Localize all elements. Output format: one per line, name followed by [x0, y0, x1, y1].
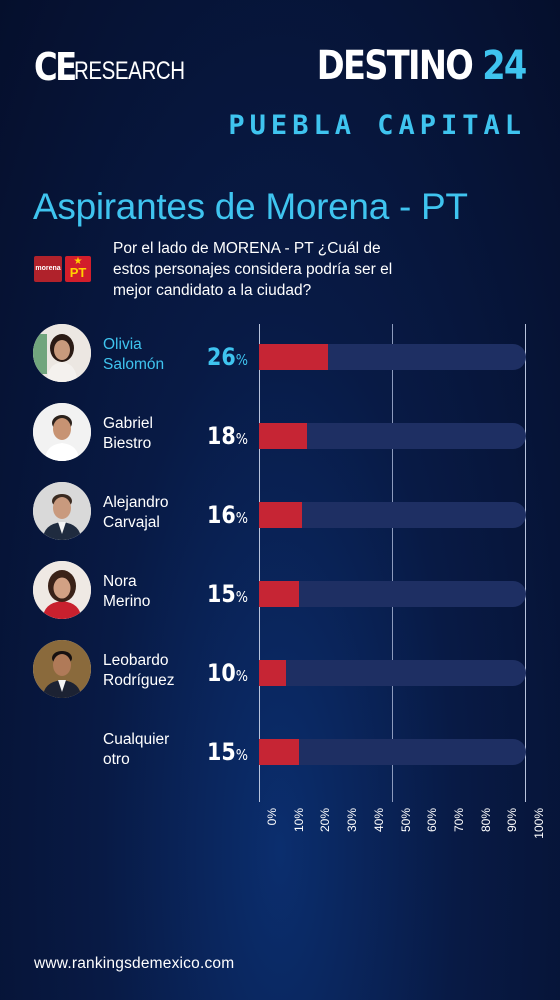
- candidate-name: Gabriel Biestro: [103, 415, 153, 452]
- brand-24: 24: [482, 43, 528, 89]
- website-url: www.rankingsdemexico.com: [34, 955, 235, 972]
- candidate-name: Nora Merino: [103, 573, 151, 610]
- bar-track: [259, 660, 526, 686]
- candidate-name: Cualquier otro: [103, 731, 170, 768]
- star-icon: ★: [73, 256, 83, 267]
- percentage-label: 15%: [207, 580, 248, 608]
- brand-ce: CE: [34, 45, 77, 89]
- tick-label: 60%: [425, 808, 440, 833]
- percentage-label: 16%: [207, 501, 248, 529]
- tick-label: 80%: [478, 808, 493, 833]
- tick-label: 0%: [265, 808, 279, 826]
- ce-research-logo: CE RESEARCH: [34, 46, 209, 86]
- tick-label: 100%: [532, 808, 546, 839]
- gridline-0: [259, 324, 260, 802]
- tick-label: 20%: [318, 808, 333, 833]
- morena-logo: morena: [34, 256, 62, 282]
- party-logos: morena ★ PT: [34, 256, 94, 284]
- survey-question: Por el lado de MORENA - PT ¿Cuál de esto…: [113, 240, 393, 299]
- avatar: [33, 403, 91, 461]
- destino-24-logo: DESTINO 24: [317, 43, 528, 89]
- candidate-row: Cualquier otro 15%: [0, 717, 560, 787]
- candidate-row: Nora Merino 15%: [0, 559, 560, 629]
- bar-track: [259, 581, 526, 607]
- bar-track: [259, 739, 526, 765]
- bar: [259, 502, 302, 528]
- candidate-name: Leobardo Rodríguez: [103, 652, 175, 689]
- pt-logo: ★ PT: [65, 256, 91, 282]
- tick-label: 90%: [505, 808, 520, 833]
- candidate-row: Alejandro Carvajal 16%: [0, 480, 560, 550]
- bar: [259, 581, 300, 607]
- gridline-50: [392, 324, 393, 802]
- percentage-label: 10%: [207, 659, 248, 687]
- brand-research: RESEARCH: [74, 57, 185, 85]
- bar-track: [259, 502, 526, 528]
- avatar: [33, 324, 91, 382]
- tick-label: 50%: [398, 808, 413, 833]
- percentage-label: 15%: [207, 738, 248, 766]
- avatar: [33, 561, 91, 619]
- chart-title: Aspirantes de Morena - PT: [33, 186, 468, 227]
- avatar: [33, 640, 91, 698]
- candidate-name: Olivia Salomón: [103, 336, 165, 373]
- location-subtitle: PUEBLA CAPITAL: [228, 110, 526, 141]
- candidate-row: Gabriel Biestro 18%: [0, 401, 560, 471]
- bar: [259, 423, 308, 449]
- percentage-label: 26%: [207, 343, 248, 371]
- avatar: [33, 482, 91, 540]
- tick-label: 30%: [345, 808, 360, 833]
- brand-destino: DESTINO: [317, 43, 474, 89]
- bar: [259, 344, 329, 370]
- bar: [259, 739, 300, 765]
- bar-track: [259, 344, 526, 370]
- bar-track: [259, 423, 526, 449]
- gridline-100: [525, 324, 526, 802]
- candidate-row: Olivia Salomón 26%: [0, 322, 560, 392]
- tick-label: 10%: [291, 808, 306, 833]
- candidate-row: Leobardo Rodríguez 10%: [0, 638, 560, 708]
- tick-label: 40%: [371, 808, 386, 833]
- candidate-name: Alejandro Carvajal: [103, 494, 169, 531]
- tick-label: 70%: [451, 808, 466, 833]
- percentage-label: 18%: [207, 422, 248, 450]
- pt-logo-text: PT: [69, 265, 87, 280]
- bar: [259, 660, 286, 686]
